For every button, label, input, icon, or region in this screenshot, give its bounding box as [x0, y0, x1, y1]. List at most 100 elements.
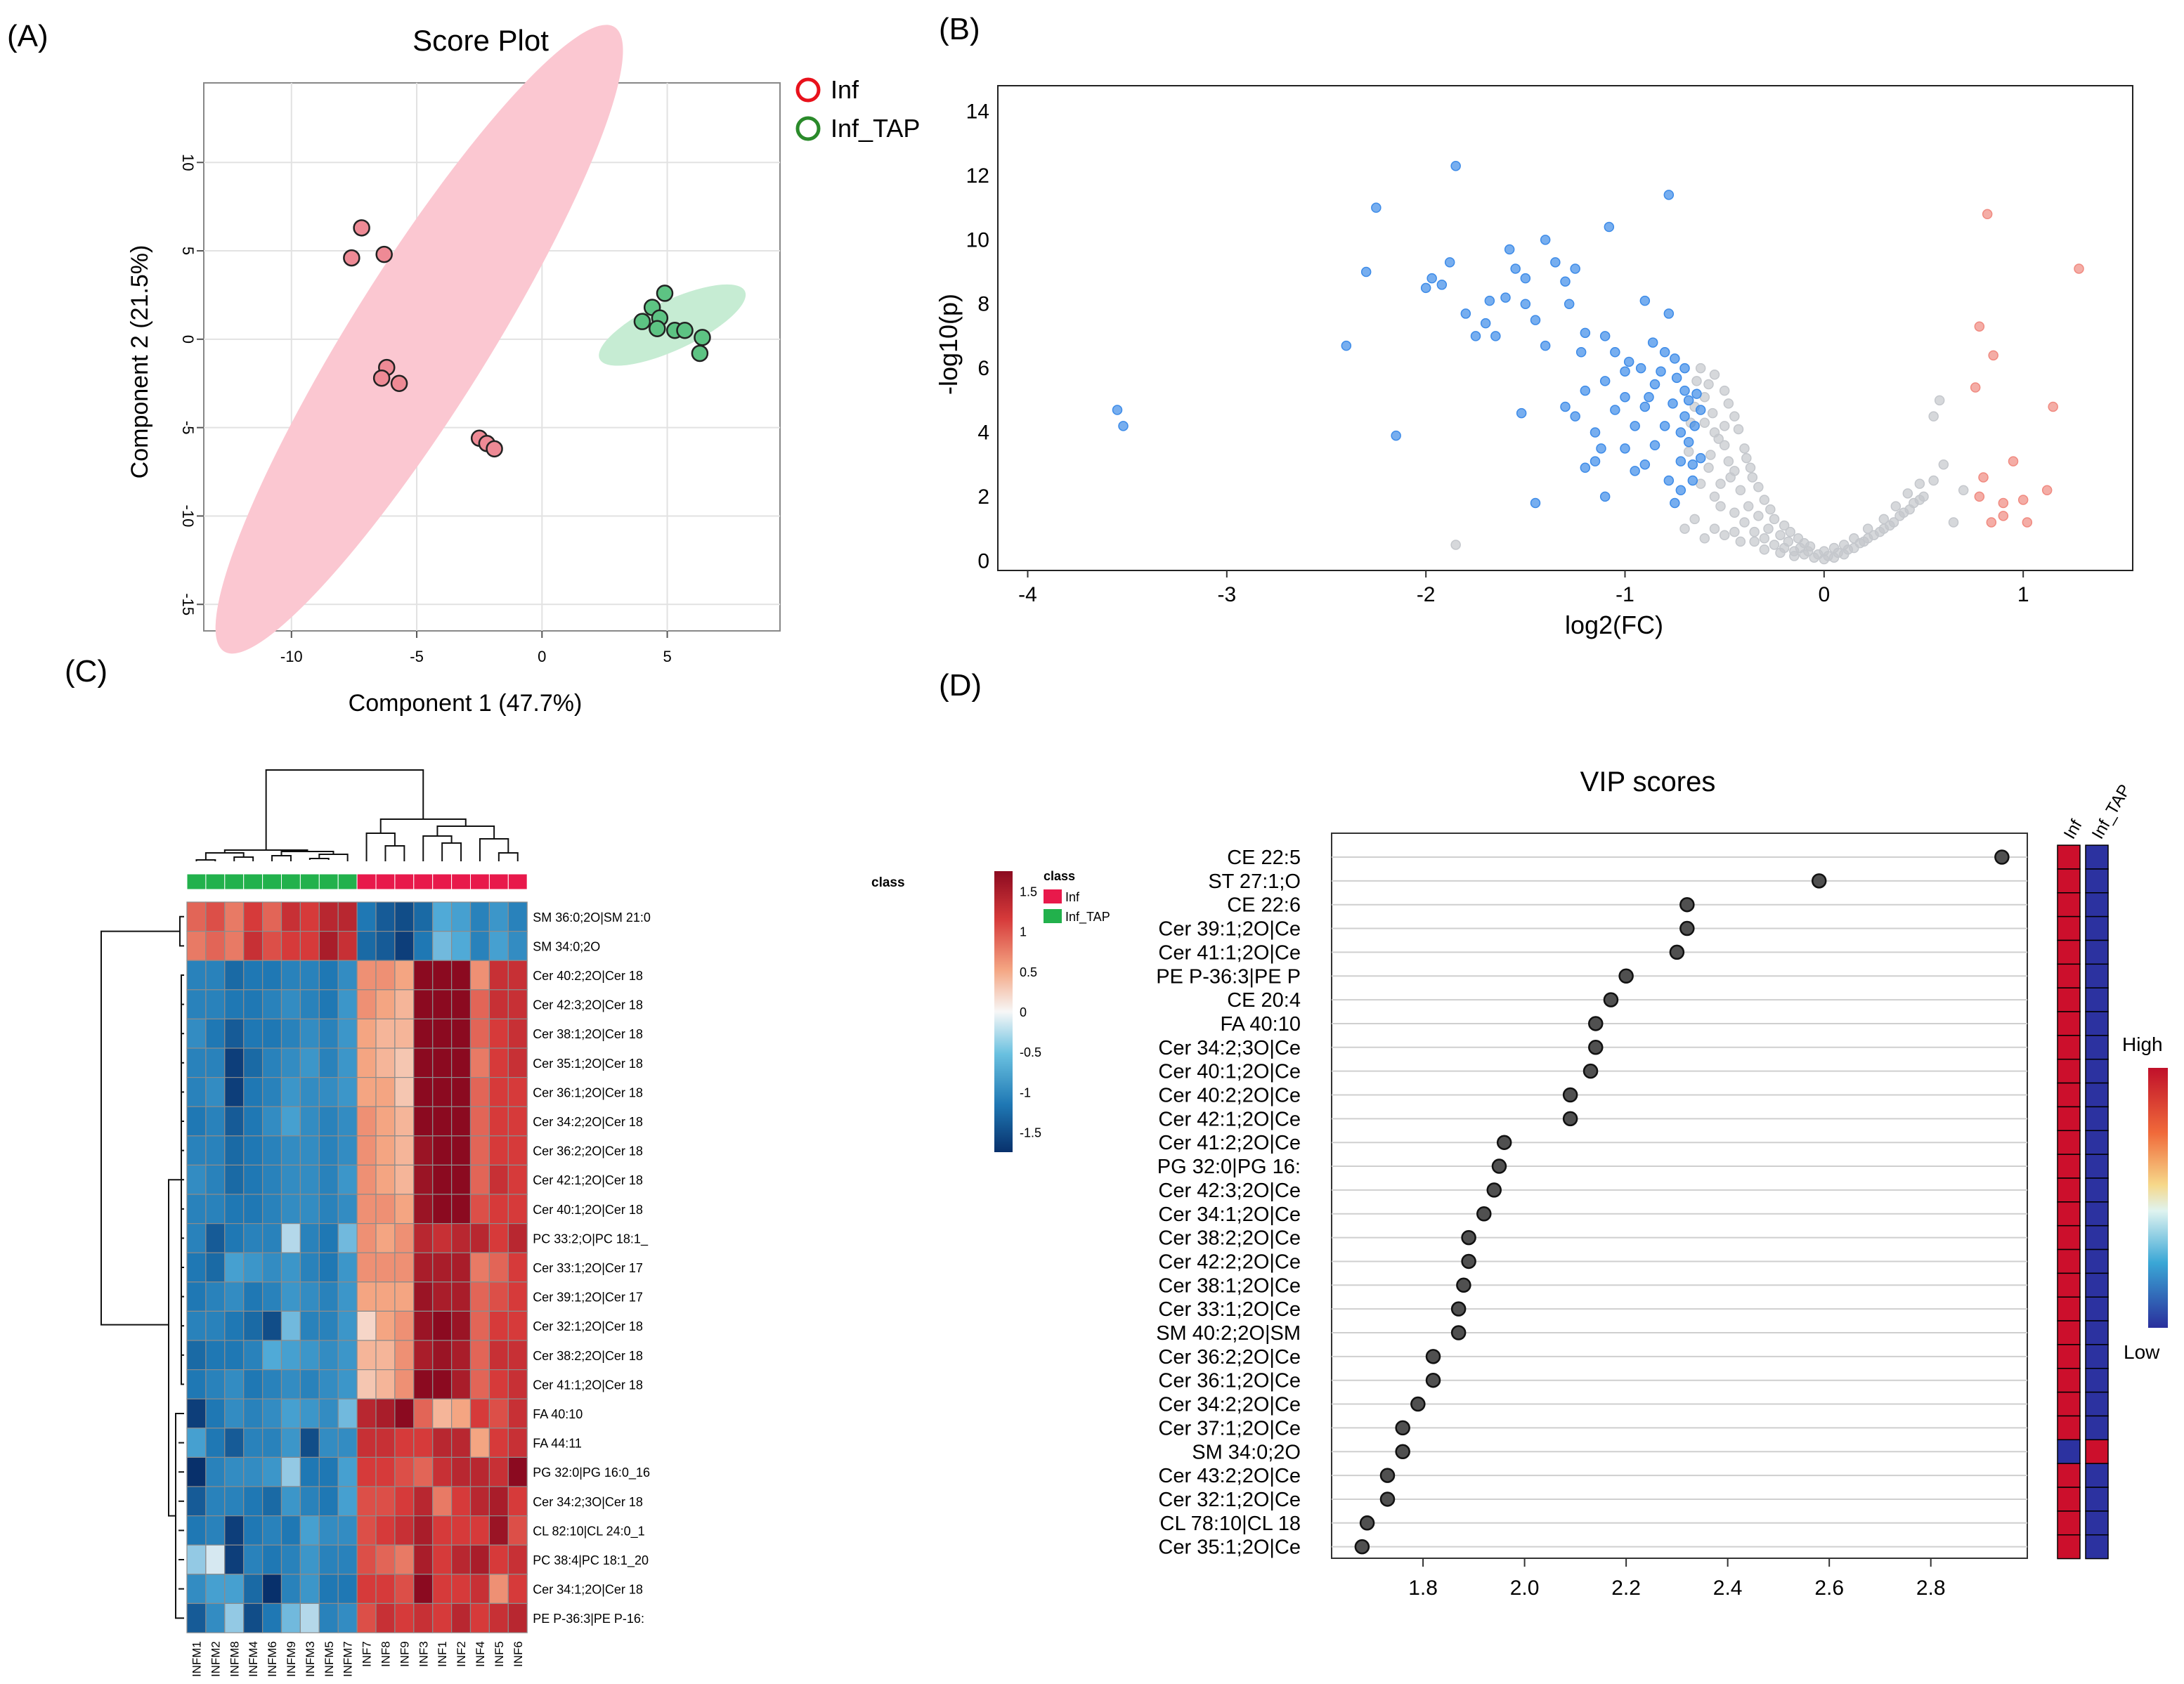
heatmap-cell — [488, 1222, 509, 1253]
heatmap-cell — [375, 1515, 396, 1546]
heatmap-cell — [356, 1281, 377, 1312]
heatmap-cell — [318, 1456, 339, 1487]
heatmap-cell — [469, 1456, 490, 1487]
heatmap-cell — [413, 1018, 434, 1049]
dendrogram-branch — [441, 842, 462, 861]
vip-inf-cell — [2057, 1368, 2081, 1393]
heatmap-row-label: Cer 33:1;2O|Cer 17 — [533, 1261, 643, 1275]
score-plot-legend: Inf Inf_TAP — [795, 75, 920, 143]
volcano-point-down — [1575, 347, 1587, 358]
volcano-point-ns — [1753, 511, 1764, 521]
volcano-point-down — [1560, 276, 1571, 287]
class-bar-cell — [281, 873, 301, 890]
volcano-point-down — [1391, 430, 1401, 441]
heatmap-cell — [413, 1340, 434, 1371]
heatmap-cell — [262, 1398, 282, 1429]
heatmap-cell — [299, 960, 320, 991]
volcano-point-down — [1639, 401, 1651, 412]
heatmap-row-label: PE P-36:3|PE P-16: — [533, 1612, 644, 1626]
heatmap-cell — [507, 1018, 528, 1049]
volcano-point-down — [1564, 299, 1575, 309]
heatmap-cell — [280, 901, 301, 932]
heatmap-row-label: Cer 38:2;2O|Cer 18 — [533, 1349, 643, 1363]
heatmap-cell — [488, 1544, 509, 1575]
heatmap-cell — [450, 1398, 472, 1429]
vip-point — [1588, 1040, 1604, 1055]
x-tick-label: 2.8 — [1916, 1577, 1946, 1600]
class-bar-cell — [413, 873, 434, 890]
heatmap-cell — [280, 1603, 301, 1633]
vip-feature-label: Cer 36:1;2O|Ce — [1158, 1370, 1301, 1392]
score-point-inf-tap — [694, 329, 711, 346]
colorbar-tick-label: 1.5 — [1020, 885, 1037, 899]
heatmap-row-label: Cer 34:1;2O|Cer 18 — [533, 1583, 643, 1597]
legend-inf-tap-marker — [795, 116, 821, 141]
heatmap-cell — [280, 1106, 301, 1137]
heatmap-cell — [243, 989, 264, 1020]
volcano-point-up — [2048, 401, 2058, 412]
heatmap-cell — [205, 1222, 226, 1253]
volcano-point-ns — [1715, 501, 1726, 511]
volcano-point-ns — [1703, 462, 1714, 474]
heatmap-cell — [262, 1252, 282, 1283]
vip-feature-label: Cer 38:1;2O|Ce — [1158, 1274, 1301, 1297]
vip-point — [1425, 1372, 1441, 1388]
legend-inf-marker — [795, 77, 821, 103]
heatmap-cell — [337, 1428, 358, 1458]
heatmap-cell — [413, 1076, 434, 1107]
score-point-inf-tap — [676, 322, 694, 339]
heatmap-cell — [337, 1340, 358, 1371]
heatmap-cell — [507, 1515, 528, 1546]
heatmap-cell — [337, 1398, 358, 1429]
heatmap-cell — [337, 930, 358, 961]
heatmap-row-label: FA 40:10 — [533, 1407, 583, 1421]
heatmap-cell — [262, 1544, 282, 1575]
heatmap-cell — [356, 1076, 377, 1107]
volcano-point-ns — [1914, 495, 1925, 505]
vip-inf-cell — [2057, 1177, 2081, 1203]
heatmap-cell — [280, 1252, 301, 1283]
heatmap-cell — [243, 1076, 264, 1107]
heatmap-row-label: Cer 35:1;2O|Cer 18 — [533, 1057, 643, 1071]
heatmap-cell — [375, 989, 396, 1020]
vip-feature-label: PG 32:0|PG 16: — [1157, 1156, 1301, 1178]
volcano-point-ns — [1709, 370, 1720, 380]
volcano-point-ns — [1705, 450, 1716, 460]
volcano-point-down — [1450, 160, 1461, 171]
heatmap-cell — [318, 1135, 339, 1166]
heatmap-cell — [356, 930, 377, 961]
heatmap-cell — [299, 1076, 320, 1107]
heatmap-cell — [356, 1340, 377, 1371]
heatmap-cell — [450, 1310, 472, 1341]
heatmap-cell — [262, 1222, 282, 1253]
heatmap-cell — [413, 1194, 434, 1225]
heatmap-cell — [450, 901, 472, 932]
heatmap-cell — [432, 1222, 453, 1253]
volcano-point-down — [1484, 295, 1495, 306]
heatmap-cell — [488, 1076, 509, 1107]
class-bar-cell — [432, 873, 453, 890]
volcano-point-ns — [1719, 530, 1730, 540]
volcano-point-ns — [1709, 491, 1720, 502]
dendrogram-branch — [179, 915, 184, 947]
heatmap-cell — [299, 989, 320, 1020]
volcano-point-ns — [1890, 501, 1902, 511]
heatmap-cell — [280, 960, 301, 991]
heatmap-cell — [507, 1106, 528, 1137]
volcano-point-down — [1691, 389, 1702, 399]
heatmap-cell — [186, 1603, 207, 1633]
heatmap-cell — [337, 1544, 358, 1575]
class-bar-cell — [375, 873, 396, 890]
volcano-point-down — [1620, 443, 1630, 454]
heatmap-cell — [450, 989, 472, 1020]
heatmap-cell — [186, 960, 207, 991]
heatmap-cell — [262, 1310, 282, 1341]
heatmap-cell — [243, 1574, 264, 1605]
vip-inf-cell — [2057, 1082, 2081, 1108]
heatmap-cell — [280, 1456, 301, 1487]
y-tick-label: 4 — [977, 422, 989, 445]
volcano-point-ns — [1699, 417, 1710, 429]
vip-plot-area — [1331, 833, 2028, 1559]
vip-point — [1603, 992, 1619, 1007]
heatmap-cell — [280, 1574, 301, 1605]
